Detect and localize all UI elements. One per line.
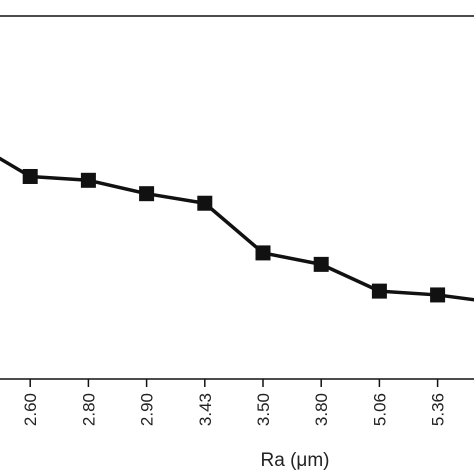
data-point-marker xyxy=(255,245,271,261)
x-tick-label: 3.80 xyxy=(312,393,331,426)
x-tick-label: 5.36 xyxy=(429,393,448,426)
x-axis-title: Ra (μm) xyxy=(261,450,330,471)
data-point-marker xyxy=(22,168,38,184)
x-tick-label: 3.43 xyxy=(196,393,215,426)
data-point-marker xyxy=(371,283,387,299)
x-tick-labels: 2.60 2.80 2.90 3.43 3.50 3.80 5.06 5.36 xyxy=(21,393,447,426)
data-point-marker xyxy=(197,195,213,211)
data-point-marker xyxy=(430,287,446,303)
x-tick-label: 3.50 xyxy=(254,393,273,426)
data-point-marker xyxy=(80,172,96,188)
data-point-marker xyxy=(313,256,329,272)
x-tick-label: 2.60 xyxy=(21,393,40,426)
series-markers xyxy=(22,168,446,303)
x-ticks xyxy=(29,379,439,387)
series-line xyxy=(0,156,474,302)
data-point-marker xyxy=(139,186,155,202)
x-tick-label: 2.80 xyxy=(79,393,98,426)
x-tick-label: 2.90 xyxy=(138,393,157,426)
x-tick-label: 5.06 xyxy=(370,393,389,426)
